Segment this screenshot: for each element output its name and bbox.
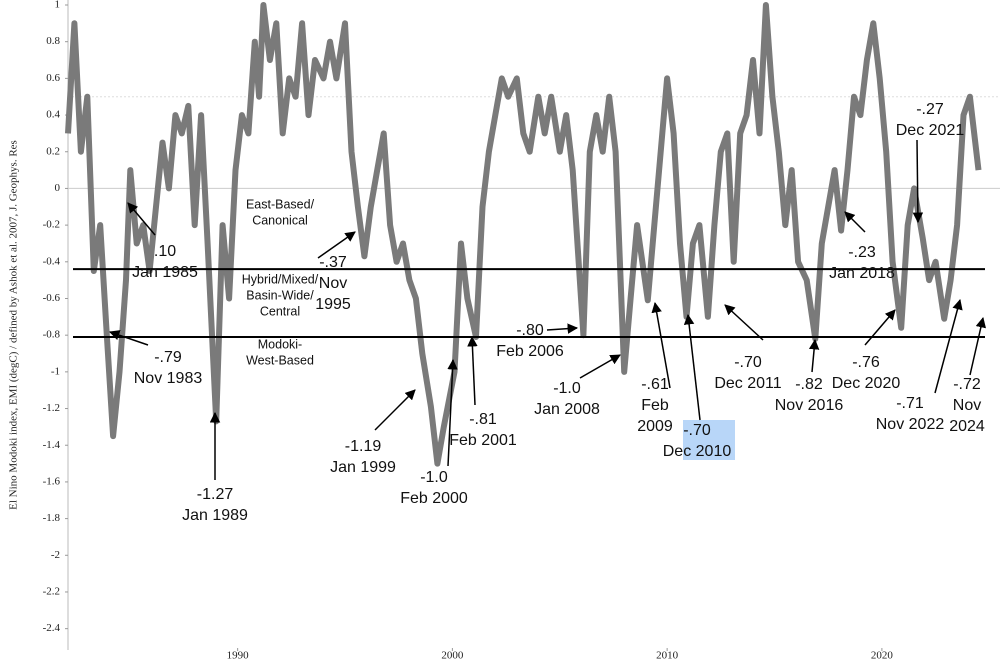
y-tick-label: 0.2 (46, 145, 60, 157)
annotation-arrow (864, 309, 896, 346)
annotation-label: -.79 (154, 349, 182, 366)
annotation-label: Feb (641, 397, 669, 414)
annotation-label: Feb 2000 (400, 490, 468, 507)
y-tick-label: -0.8 (43, 329, 61, 341)
annotation-label: 1995 (315, 296, 351, 313)
annotation-label: -.61 (641, 376, 669, 393)
annotation-label: Jan 1985 (132, 264, 198, 281)
annotation-label: -.81 (469, 411, 497, 428)
x-tick-label: 2010 (656, 650, 679, 662)
annotation-label: -1.0 (420, 469, 448, 486)
annotation-label: Nov 1983 (134, 370, 203, 387)
y-tick-label: -0.4 (43, 255, 61, 267)
annotation-label: .10 (154, 243, 176, 260)
y-tick-label: 0.4 (46, 109, 60, 121)
annotation-label: Dec 2010 (663, 443, 732, 460)
annotation-label: -1.19 (345, 438, 382, 455)
y-axis-label: El Nino Modoki index, EMI (degC) / defin… (8, 140, 20, 510)
annotation-label: Nov (319, 275, 347, 292)
y-tick-label: -0.6 (43, 292, 61, 304)
region-label: East-Based/ (246, 197, 315, 211)
region-label: Canonical (252, 213, 308, 227)
y-tick-label: -1.2 (43, 402, 60, 414)
annotation-label: Nov (953, 397, 981, 414)
annotation-arrow (844, 211, 866, 233)
annotation-label: -.76 (852, 354, 880, 371)
annotation-label: -.72 (953, 376, 981, 393)
annotation-arrow (317, 231, 356, 259)
y-tick-label: -2.2 (43, 586, 60, 598)
index-line (65, 2, 982, 467)
annotation-arrow (683, 313, 701, 421)
annotation-label: Jan 1989 (182, 507, 248, 524)
annotation-arrow (109, 330, 149, 346)
annotation-arrow (447, 358, 458, 467)
region-label: Hybrid/Mixed/ (242, 272, 319, 286)
y-tick-label: -1 (51, 365, 60, 377)
annotation-label: Nov 2022 (876, 416, 945, 433)
annotation-label: Dec 2021 (896, 122, 965, 139)
y-tick-label: -2.4 (43, 622, 61, 634)
y-tick-label: -1.4 (43, 439, 61, 451)
annotation-label: 2024 (949, 418, 985, 435)
annotation-label: 2009 (637, 418, 673, 435)
annotation-arrow (467, 335, 478, 406)
annotation-arrow (579, 354, 621, 379)
annotation-arrow (724, 304, 764, 341)
annotation-label: -.37 (319, 254, 347, 271)
annotation-arrow (808, 338, 820, 373)
annotation-label: Nov 2016 (775, 397, 844, 414)
annotation-label: -.23 (848, 244, 876, 261)
region-label: Basin-Wide/ (246, 288, 314, 302)
y-tick-label: -0.2 (43, 219, 60, 231)
y-tick-label: -1.6 (43, 475, 61, 487)
y-tick-label: 0 (55, 182, 61, 194)
annotation-label: -1.0 (553, 380, 581, 397)
annotation-label: -.70 (683, 422, 711, 439)
annotation-arrow (969, 316, 987, 376)
annotation-label: Jan 2008 (534, 401, 600, 418)
annotation-arrow (546, 323, 579, 334)
region-label: Modoki- (258, 337, 302, 351)
annotation-label: Feb 2001 (449, 432, 517, 449)
annotation-arrow (127, 202, 156, 236)
annotation-arrow (934, 298, 963, 394)
x-tick-label: 1990 (227, 650, 250, 662)
annotation-label: -.82 (795, 376, 823, 393)
x-tick-label: 2020 (871, 650, 894, 662)
region-label: West-Based (246, 353, 314, 367)
y-tick-label: 0.6 (46, 72, 60, 84)
y-tick-label: 1 (55, 0, 61, 11)
annotation-arrow (374, 389, 416, 431)
highlight-box (683, 420, 735, 460)
annotation-label: -1.27 (197, 486, 234, 503)
annotation-label: -.80 (516, 322, 544, 339)
annotation-label: Jan 2018 (829, 265, 895, 282)
y-tick-label: -1.8 (43, 512, 61, 524)
annotation-label: -.70 (734, 354, 762, 371)
annotation-label: Dec 2011 (714, 375, 781, 392)
annotation-arrow (912, 139, 924, 224)
annotation-label: Feb 2006 (496, 343, 564, 360)
y-tick-label: -2 (51, 549, 60, 561)
y-tick-label: 0.8 (46, 35, 60, 47)
x-tick-label: 2000 (441, 650, 464, 662)
annotation-label: -.27 (916, 101, 944, 118)
annotation-label: Jan 1999 (330, 459, 396, 476)
annotation-arrow (651, 301, 671, 389)
annotation-label: -.71 (896, 395, 924, 412)
region-label: Central (260, 304, 300, 318)
annotation-label: Dec 2020 (832, 375, 901, 392)
